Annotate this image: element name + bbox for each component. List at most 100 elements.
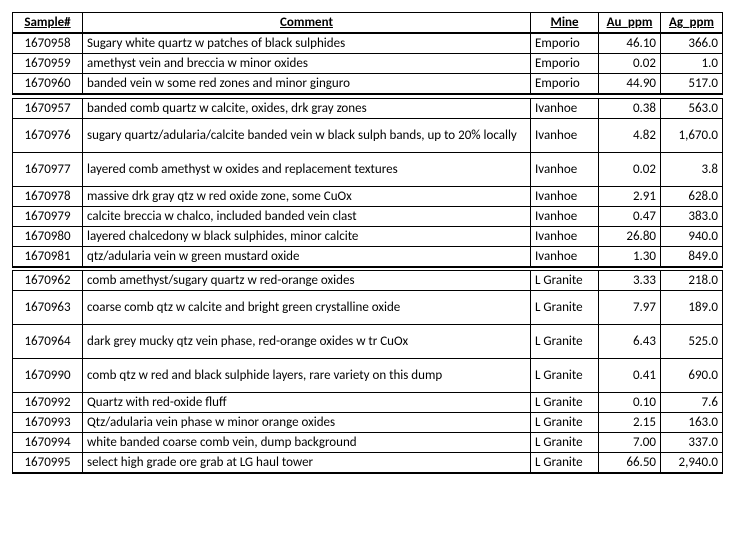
cell-comment: sugary quartz/adularia/calcite banded ve… — [83, 118, 531, 152]
table-row: 1670962comb amethyst/sugary quartz w red… — [13, 271, 723, 291]
table-row: 1670993Qtz/adularia vein phase w minor o… — [13, 413, 723, 433]
cell-mine: Ivanhoe — [531, 226, 599, 246]
cell-mine: L Granite — [531, 325, 599, 359]
cell-sample: 1670977 — [13, 152, 83, 186]
cell-mine: L Granite — [531, 271, 599, 291]
cell-ag: 383.0 — [661, 206, 723, 226]
table-row: 1670978massive drk gray qtz w red oxide … — [13, 186, 723, 206]
cell-comment: comb qtz w red and black sulphide layers… — [83, 359, 531, 393]
cell-au: 4.82 — [599, 118, 661, 152]
cell-ag: 2,940.0 — [661, 453, 723, 474]
cell-au: 2.91 — [599, 186, 661, 206]
cell-mine: L Granite — [531, 291, 599, 325]
cell-ag: 218.0 — [661, 271, 723, 291]
cell-mine: Ivanhoe — [531, 98, 599, 118]
table-body: 1670958Sugary white quartz w patches of … — [13, 33, 723, 473]
cell-comment: comb amethyst/sugary quartz w red-orange… — [83, 271, 531, 291]
cell-sample: 1670976 — [13, 118, 83, 152]
cell-au: 44.90 — [599, 74, 661, 95]
cell-comment: calcite breccia w chalco, included bande… — [83, 206, 531, 226]
cell-comment: qtz/adularia vein w green mustard oxide — [83, 246, 531, 267]
table-row: 1670990comb qtz w red and black sulphide… — [13, 359, 723, 393]
cell-comment: Sugary white quartz w patches of black s… — [83, 33, 531, 54]
cell-au: 3.33 — [599, 271, 661, 291]
cell-comment: Quartz with red-oxide fluff — [83, 393, 531, 413]
cell-comment: banded comb quartz w calcite, oxides, dr… — [83, 98, 531, 118]
header-au: Au_ppm — [599, 13, 661, 34]
cell-ag: 189.0 — [661, 291, 723, 325]
table-row: 1670958Sugary white quartz w patches of … — [13, 33, 723, 54]
cell-comment: white banded coarse comb vein, dump back… — [83, 433, 531, 453]
cell-comment: amethyst vein and breccia w minor oxides — [83, 54, 531, 74]
cell-au: 1.30 — [599, 246, 661, 267]
cell-mine: Emporio — [531, 33, 599, 54]
table-row: 1670964dark grey mucky qtz vein phase, r… — [13, 325, 723, 359]
cell-sample: 1670994 — [13, 433, 83, 453]
cell-au: 2.15 — [599, 413, 661, 433]
cell-comment: Qtz/adularia vein phase w minor orange o… — [83, 413, 531, 433]
cell-au: 0.38 — [599, 98, 661, 118]
cell-ag: 366.0 — [661, 33, 723, 54]
cell-sample: 1670957 — [13, 98, 83, 118]
cell-au: 0.47 — [599, 206, 661, 226]
table-row: 1670981qtz/adularia vein w green mustard… — [13, 246, 723, 267]
cell-sample: 1670990 — [13, 359, 83, 393]
cell-mine: Ivanhoe — [531, 206, 599, 226]
cell-sample: 1670959 — [13, 54, 83, 74]
header-mine: Mine — [531, 13, 599, 34]
cell-comment: coarse comb qtz w calcite and bright gre… — [83, 291, 531, 325]
table-row: 1670995select high grade ore grab at LG … — [13, 453, 723, 474]
cell-au: 66.50 — [599, 453, 661, 474]
cell-au: 6.43 — [599, 325, 661, 359]
table-row: 1670977layered comb amethyst w oxides an… — [13, 152, 723, 186]
cell-au: 0.41 — [599, 359, 661, 393]
cell-ag: 3.8 — [661, 152, 723, 186]
cell-ag: 849.0 — [661, 246, 723, 267]
cell-ag: 1.0 — [661, 54, 723, 74]
cell-ag: 628.0 — [661, 186, 723, 206]
table-row: 1670959amethyst vein and breccia w minor… — [13, 54, 723, 74]
header-comment: Comment — [83, 13, 531, 34]
cell-ag: 1,670.0 — [661, 118, 723, 152]
cell-ag: 525.0 — [661, 325, 723, 359]
cell-sample: 1670964 — [13, 325, 83, 359]
cell-comment: select high grade ore grab at LG haul to… — [83, 453, 531, 474]
table-row: 1670963coarse comb qtz w calcite and bri… — [13, 291, 723, 325]
cell-au: 7.97 — [599, 291, 661, 325]
cell-comment: dark grey mucky qtz vein phase, red-oran… — [83, 325, 531, 359]
cell-au: 0.10 — [599, 393, 661, 413]
cell-au: 7.00 — [599, 433, 661, 453]
table-row: 1670980layered chalcedony w black sulphi… — [13, 226, 723, 246]
table-row: 1670992Quartz with red-oxide fluffL Gran… — [13, 393, 723, 413]
cell-ag: 563.0 — [661, 98, 723, 118]
cell-sample: 1670978 — [13, 186, 83, 206]
cell-au: 26.80 — [599, 226, 661, 246]
cell-comment: banded vein w some red zones and minor g… — [83, 74, 531, 95]
cell-ag: 940.0 — [661, 226, 723, 246]
cell-comment: layered comb amethyst w oxides and repla… — [83, 152, 531, 186]
cell-mine: L Granite — [531, 413, 599, 433]
cell-ag: 163.0 — [661, 413, 723, 433]
cell-mine: Ivanhoe — [531, 246, 599, 267]
table-header: Sample# Comment Mine Au_ppm Ag_ppm — [13, 13, 723, 34]
cell-sample: 1670960 — [13, 74, 83, 95]
sample-assay-table: Sample# Comment Mine Au_ppm Ag_ppm 16709… — [12, 12, 723, 474]
cell-sample: 1670993 — [13, 413, 83, 433]
cell-sample: 1670962 — [13, 271, 83, 291]
table-row: 1670957banded comb quartz w calcite, oxi… — [13, 98, 723, 118]
cell-sample: 1670979 — [13, 206, 83, 226]
table-row: 1670960banded vein w some red zones and … — [13, 74, 723, 95]
cell-sample: 1670958 — [13, 33, 83, 54]
cell-sample: 1670992 — [13, 393, 83, 413]
cell-mine: Ivanhoe — [531, 186, 599, 206]
cell-mine: L Granite — [531, 359, 599, 393]
cell-ag: 690.0 — [661, 359, 723, 393]
cell-sample: 1670981 — [13, 246, 83, 267]
cell-mine: L Granite — [531, 433, 599, 453]
cell-mine: Ivanhoe — [531, 152, 599, 186]
table-row: 1670976sugary quartz/adularia/calcite ba… — [13, 118, 723, 152]
cell-ag: 7.6 — [661, 393, 723, 413]
header-ag: Ag_ppm — [661, 13, 723, 34]
cell-au: 0.02 — [599, 54, 661, 74]
table-row: 1670979calcite breccia w chalco, include… — [13, 206, 723, 226]
